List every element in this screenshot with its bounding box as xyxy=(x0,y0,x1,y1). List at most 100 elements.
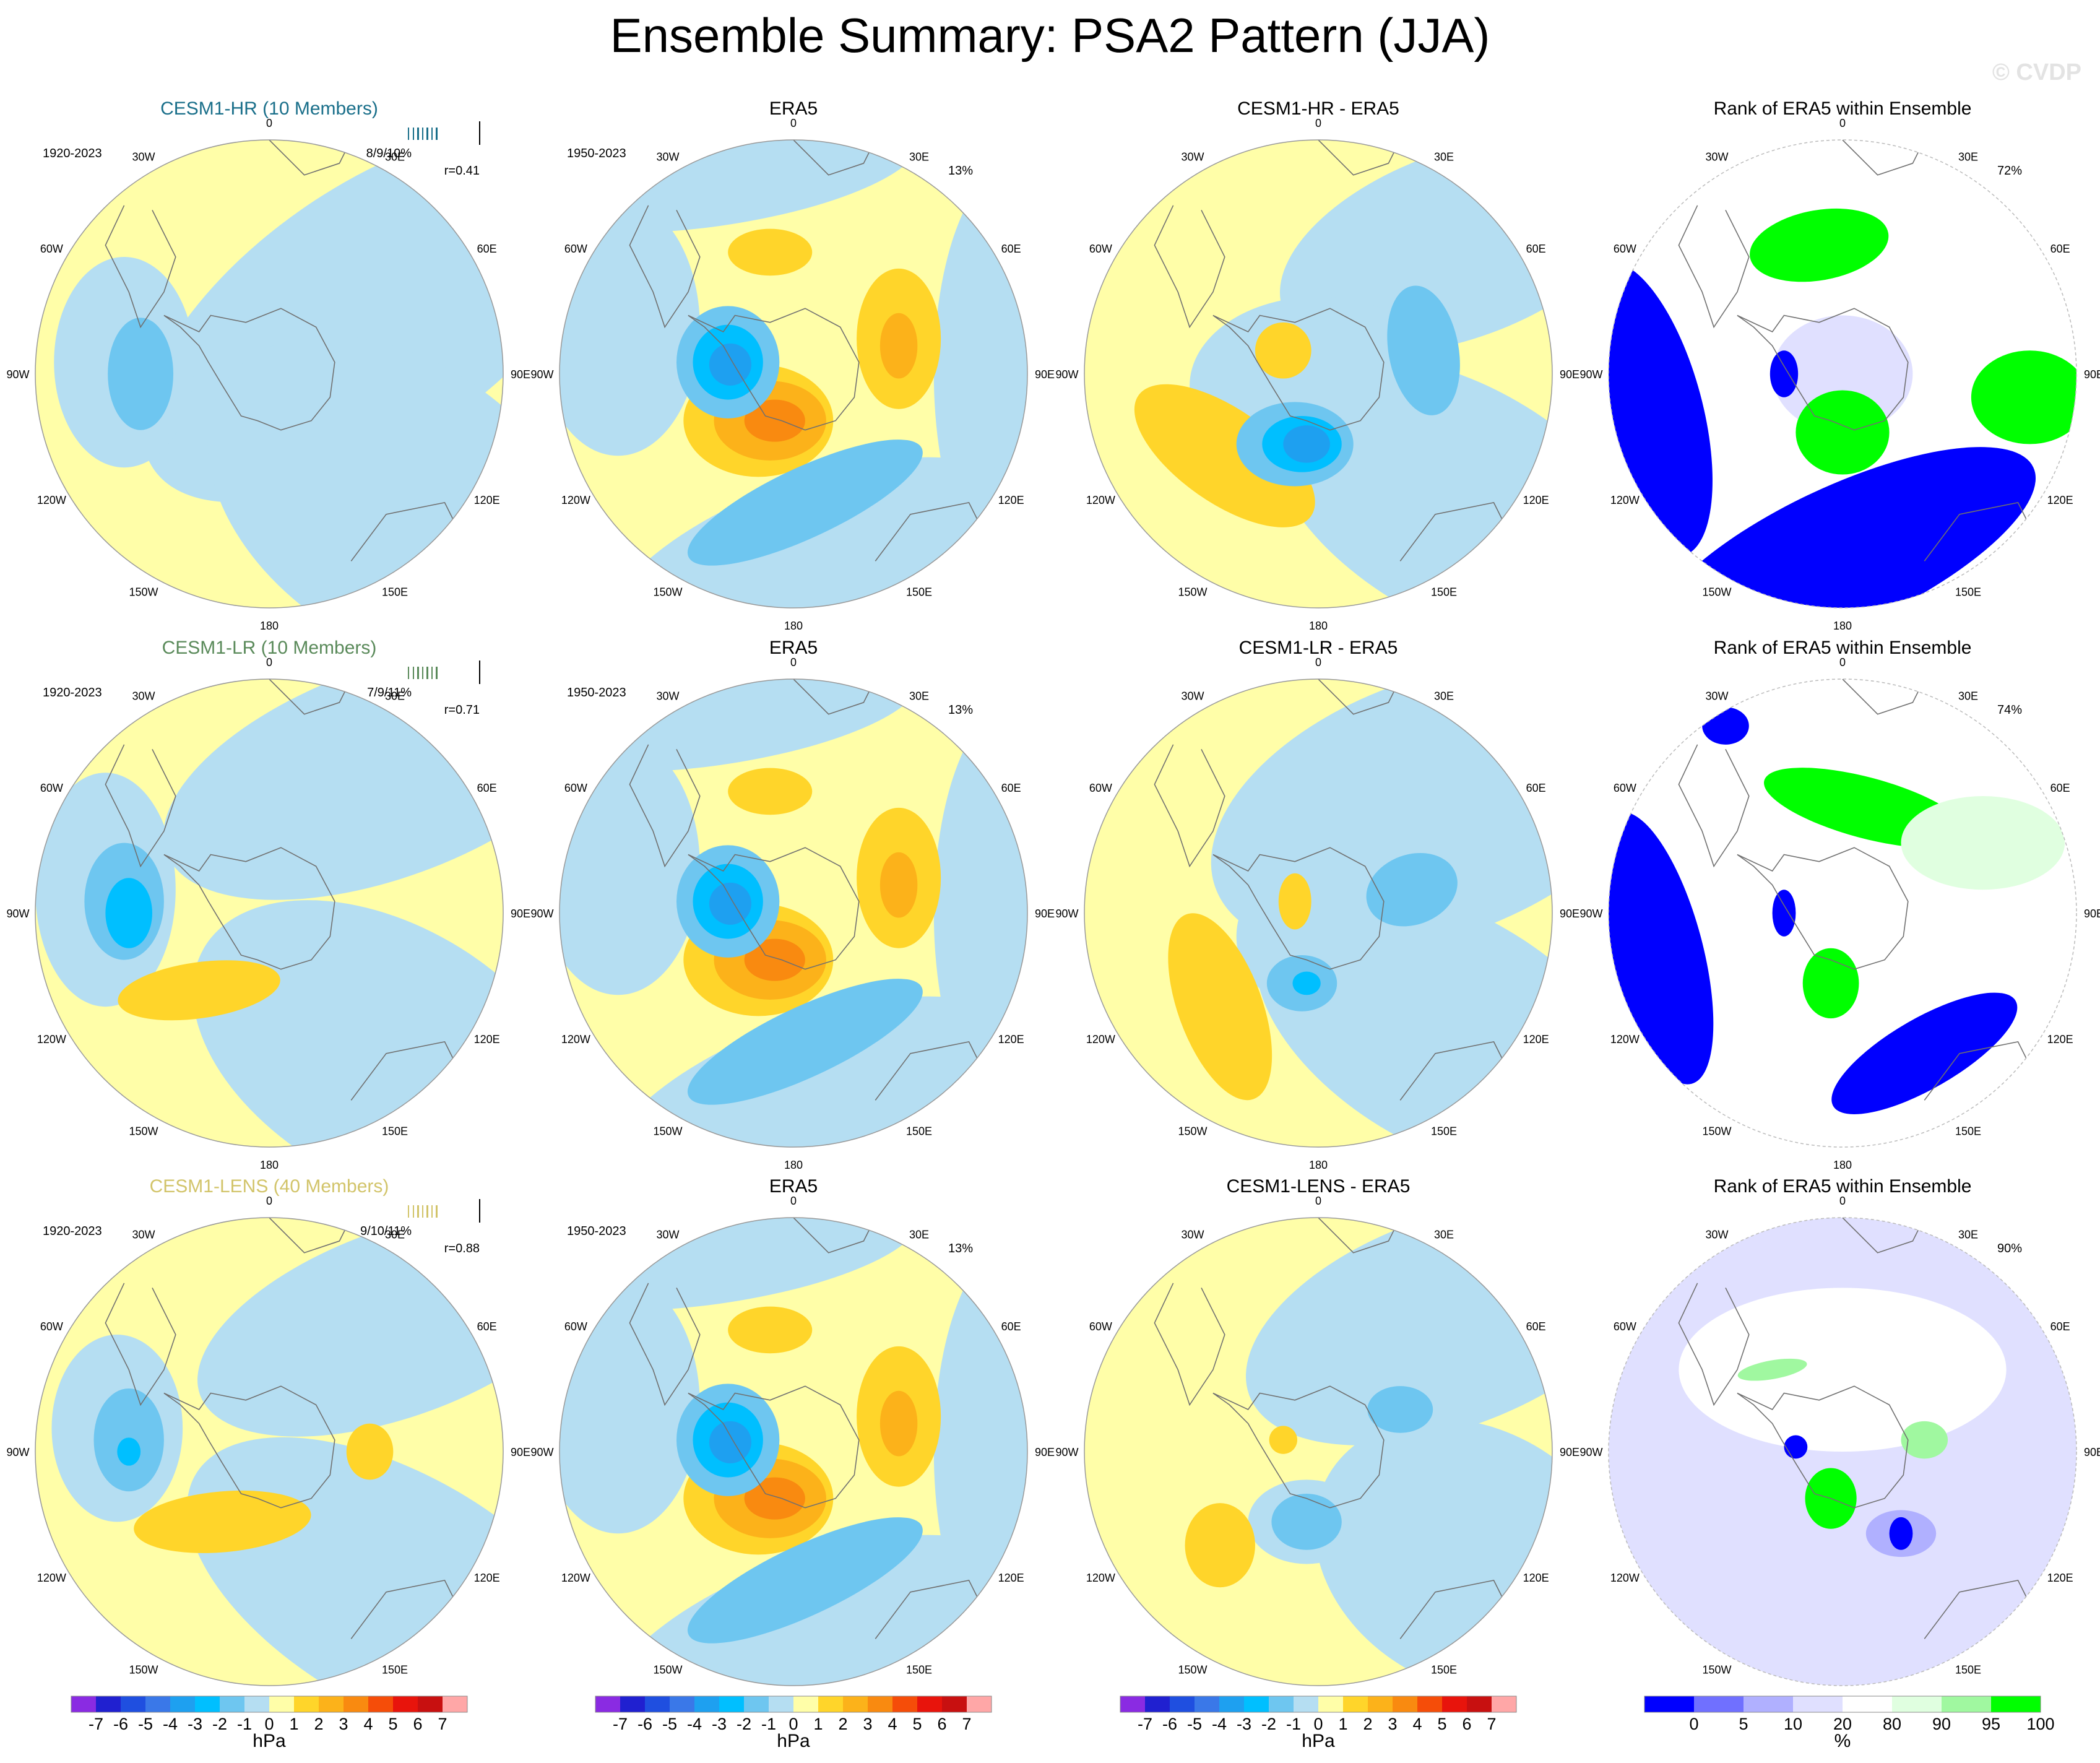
contour-region xyxy=(134,1490,311,1553)
longitude-label: 90E xyxy=(2084,368,2100,381)
member-spread-ticks xyxy=(408,661,480,684)
colorbar-swatch xyxy=(892,1696,918,1712)
longitude-label: 90E xyxy=(511,368,530,381)
longitude-label: 30W xyxy=(1181,690,1204,702)
longitude-label: 120W xyxy=(561,1033,590,1046)
colorbar-swatch xyxy=(1942,1696,1992,1712)
contour-region xyxy=(108,318,174,430)
contour-region xyxy=(1278,873,1311,930)
colorbar-swatch xyxy=(1343,1696,1368,1712)
longitude-label: 30W xyxy=(132,150,155,163)
contour-region xyxy=(594,996,1027,1147)
south-america-coastline xyxy=(1154,744,1225,868)
map-border xyxy=(559,139,1028,609)
colorbar-tick-label: -7 xyxy=(1138,1715,1152,1733)
longitude-label: 120W xyxy=(1610,494,1640,506)
percent-label: 13% xyxy=(948,1242,973,1255)
longitude-label: 180 xyxy=(260,620,279,632)
contour-region xyxy=(594,457,1027,608)
colorbar-swatch xyxy=(942,1696,967,1712)
longitude-label: 60E xyxy=(2050,782,2070,794)
longitude-label: 30E xyxy=(909,690,929,702)
contour-region xyxy=(560,1276,700,1534)
longitude-label: 150W xyxy=(129,1125,158,1138)
contour-region xyxy=(117,1437,141,1466)
panel-title: CESM1-HR (10 Members) xyxy=(160,98,378,119)
longitude-label: 120W xyxy=(1086,1572,1115,1584)
longitude-label: 90W xyxy=(1579,368,1602,381)
contour-region xyxy=(1772,315,1913,433)
longitude-label: 30W xyxy=(1705,1228,1728,1241)
correlation-label: r=0.71 xyxy=(444,703,480,717)
colorbar-swatch xyxy=(793,1696,819,1712)
contour-region xyxy=(879,313,918,379)
contour-region xyxy=(1802,948,1859,1019)
contour-field xyxy=(35,140,503,608)
contour-region xyxy=(1769,350,1799,397)
colorbar-swatch xyxy=(121,1696,146,1712)
colorbar-swatch xyxy=(1442,1696,1467,1712)
longitude-label: 30E xyxy=(1958,690,1978,702)
colorbar-tick-label: 5 xyxy=(1739,1715,1748,1733)
colorbar-tick-label: 0 xyxy=(264,1715,274,1733)
contour-region xyxy=(560,198,700,456)
colorbar-swatch xyxy=(170,1696,196,1712)
colorbar-swatch xyxy=(393,1696,418,1712)
contour-region xyxy=(1831,992,2018,1115)
contour-region xyxy=(1366,852,1458,927)
south-america-coastline xyxy=(1678,744,1750,868)
longitude-label: 60E xyxy=(477,782,497,794)
colorbar-swatch xyxy=(418,1696,443,1712)
contour-field xyxy=(35,679,503,1147)
panel-annotations-r2c1: CESM1-LR (10 Members) 1920-2023 7/9/11% r=0… xyxy=(43,638,480,717)
colorbar-swatch xyxy=(1318,1696,1344,1712)
colorbar-swatch xyxy=(1244,1696,1269,1712)
longitude-label: 60W xyxy=(564,782,587,794)
contour-region xyxy=(1283,425,1330,463)
longitude-label: 30W xyxy=(1705,690,1728,702)
longitude-label: 60E xyxy=(1526,243,1546,255)
map-border xyxy=(35,1217,504,1686)
contour-region xyxy=(1134,384,1315,527)
longitude-label: 150E xyxy=(1431,1125,1457,1138)
longitude-label: 90E xyxy=(2084,1446,2100,1458)
colorbar-tick-label: -1 xyxy=(761,1715,776,1733)
longitude-label: 60W xyxy=(1614,1320,1636,1333)
colorbar-swatch xyxy=(744,1696,769,1712)
contour-region xyxy=(728,768,813,815)
longitude-label: 30E xyxy=(1434,150,1454,163)
panel-annotations-r1c2: ERA5 1950-2023 13% xyxy=(567,98,973,178)
member-spread-ticks xyxy=(408,121,480,145)
map-border xyxy=(1084,678,1553,1148)
longitude-label: 30E xyxy=(1958,1228,1978,1241)
colorbar-tick-label: 2 xyxy=(838,1715,847,1733)
contour-region xyxy=(1772,890,1796,937)
longitude-label: 150E xyxy=(382,586,408,599)
contour-region xyxy=(1609,812,1714,1085)
longitude-label: 0 xyxy=(1839,656,1846,669)
contour-region xyxy=(1168,913,1273,1101)
colorbar-frame xyxy=(595,1696,992,1713)
colorbar-swatch xyxy=(1294,1696,1319,1712)
contour-field xyxy=(1609,1218,2076,1686)
period-label: 1920-2023 xyxy=(43,686,102,700)
colorbar-tick-label: 5 xyxy=(1437,1715,1446,1733)
antarctica-coastline xyxy=(688,308,860,431)
panel-annotations-r3c1: CESM1-LENS (40 Members) 1920-2023 9/10/11%… xyxy=(43,1176,480,1255)
panel-title: ERA5 xyxy=(769,98,818,119)
colorbar-swatch xyxy=(145,1696,171,1712)
colorbar-tick-label: 6 xyxy=(937,1715,946,1733)
contour-region xyxy=(1901,796,2065,890)
colorbar-tick-label: 10 xyxy=(1784,1715,1802,1733)
longitude-label: 90E xyxy=(1560,368,1579,381)
colorbar-tick-label: -2 xyxy=(1261,1715,1276,1733)
colorbar-tick-label: 4 xyxy=(1412,1715,1422,1733)
longitude-label: 120W xyxy=(37,494,66,506)
contour-region xyxy=(1367,1386,1433,1433)
longitude-label: 90W xyxy=(1055,1446,1078,1458)
panel-annotations-r2c4: Rank of ERA5 within Ensemble 74% xyxy=(1714,638,2023,717)
contour-region xyxy=(118,960,280,1021)
contour-region xyxy=(1750,208,1889,282)
colorbar-tick-label: -2 xyxy=(212,1715,227,1733)
map-border xyxy=(559,1217,1028,1686)
